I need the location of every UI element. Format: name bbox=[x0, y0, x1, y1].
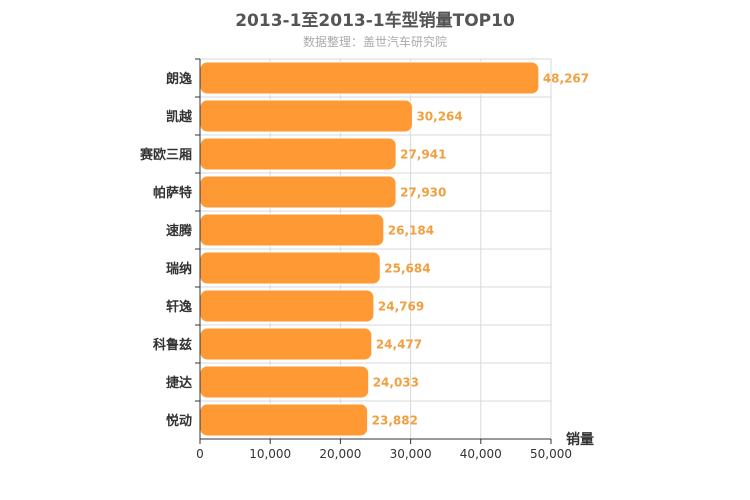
bar bbox=[199, 213, 385, 247]
category-label: 帕萨特 bbox=[153, 185, 192, 201]
bar-value-label: 25,684 bbox=[384, 262, 430, 276]
bar bbox=[199, 99, 413, 133]
category-label: 赛欧三厢 bbox=[139, 147, 192, 163]
category-label: 捷达 bbox=[166, 375, 192, 391]
x-tick-label: 20,000 bbox=[319, 447, 361, 461]
bar-value-label: 24,033 bbox=[373, 376, 419, 390]
x-tick-label: 0 bbox=[196, 447, 204, 461]
category-label: 朗逸 bbox=[166, 71, 192, 87]
category-label: 速腾 bbox=[166, 223, 193, 239]
bar bbox=[199, 137, 397, 171]
bar bbox=[199, 289, 375, 323]
category-label: 悦动 bbox=[166, 413, 192, 429]
x-tick-label: 10,000 bbox=[249, 447, 291, 461]
bar-value-label: 27,941 bbox=[400, 148, 446, 162]
x-tick-label: 50,000 bbox=[530, 447, 572, 461]
bar-value-label: 27,930 bbox=[400, 186, 446, 200]
bar-value-label: 23,882 bbox=[372, 414, 418, 428]
chart-title: 2013-1至2013-1车型销量TOP10 bbox=[235, 11, 515, 31]
bar-value-label: 24,477 bbox=[376, 338, 422, 352]
category-label: 瑞纳 bbox=[166, 261, 192, 277]
category-label: 轩逸 bbox=[166, 299, 192, 315]
bar-value-label: 48,267 bbox=[543, 72, 589, 86]
bar bbox=[199, 61, 540, 95]
bar bbox=[199, 403, 369, 437]
x-tick-label: 40,000 bbox=[460, 447, 502, 461]
bar bbox=[199, 251, 381, 285]
bar bbox=[199, 327, 373, 361]
bar bbox=[199, 365, 370, 399]
bar-value-label: 26,184 bbox=[388, 224, 434, 238]
bar-value-label: 30,264 bbox=[416, 110, 462, 124]
bar bbox=[199, 175, 397, 209]
x-tick-label: 30,000 bbox=[390, 447, 432, 461]
x-axis-title: 销量 bbox=[566, 431, 594, 448]
category-label: 凯越 bbox=[166, 109, 193, 125]
bar-value-label: 24,769 bbox=[378, 300, 424, 314]
bars: 48,267 30,264 27,941 27,930 26,184 25,684 24,7… bbox=[199, 61, 589, 437]
category-label: 科鲁兹 bbox=[153, 337, 192, 353]
chart-subtitle: 数据整理：盖世汽车研究院 bbox=[302, 35, 447, 49]
